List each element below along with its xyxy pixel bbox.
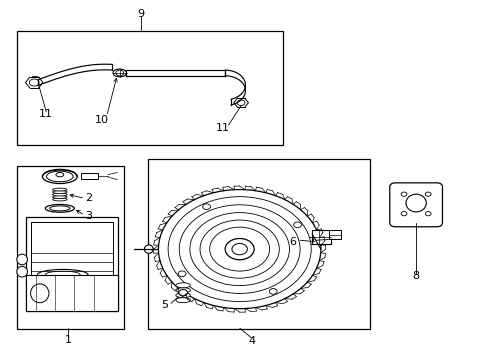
Circle shape [178, 271, 185, 276]
Text: 5: 5 [161, 300, 168, 310]
Text: 1: 1 [64, 335, 71, 345]
FancyBboxPatch shape [389, 183, 442, 227]
Text: 6: 6 [289, 237, 296, 247]
Circle shape [158, 190, 320, 309]
Text: 11: 11 [215, 122, 229, 132]
Ellipse shape [53, 193, 67, 196]
Circle shape [237, 100, 244, 105]
Circle shape [400, 192, 406, 196]
Circle shape [400, 212, 406, 216]
Bar [147, 159, 369, 329]
Text: 4: 4 [248, 336, 255, 346]
Ellipse shape [31, 284, 49, 303]
Ellipse shape [113, 69, 126, 77]
Text: 11: 11 [39, 109, 53, 120]
Ellipse shape [176, 283, 190, 288]
Ellipse shape [38, 269, 88, 280]
Text: 3: 3 [85, 211, 92, 221]
Circle shape [224, 238, 254, 260]
Text: 8: 8 [412, 271, 419, 282]
Ellipse shape [45, 204, 74, 212]
Ellipse shape [176, 293, 190, 298]
Ellipse shape [17, 254, 27, 265]
Ellipse shape [46, 171, 73, 182]
Ellipse shape [176, 288, 190, 293]
Circle shape [425, 192, 430, 196]
Ellipse shape [17, 266, 27, 277]
Text: 2: 2 [85, 193, 92, 203]
Bar [17, 31, 283, 145]
Ellipse shape [53, 198, 67, 201]
Text: 10: 10 [95, 116, 109, 125]
Bar [17, 166, 123, 329]
Circle shape [209, 227, 269, 271]
Bar [31, 222, 113, 278]
Bar [311, 230, 330, 244]
Bar [26, 275, 118, 311]
Ellipse shape [176, 298, 190, 303]
Bar [26, 217, 118, 311]
Circle shape [425, 212, 430, 216]
Ellipse shape [53, 191, 67, 193]
Circle shape [116, 70, 123, 76]
Ellipse shape [56, 172, 63, 177]
Circle shape [179, 289, 187, 296]
Circle shape [168, 197, 310, 302]
Circle shape [231, 243, 247, 255]
Circle shape [179, 205, 300, 293]
Ellipse shape [45, 271, 80, 278]
Circle shape [189, 213, 289, 285]
Bar [328, 230, 341, 239]
Ellipse shape [405, 194, 426, 212]
Circle shape [200, 220, 279, 278]
Ellipse shape [42, 169, 77, 184]
Ellipse shape [53, 188, 67, 191]
Ellipse shape [50, 206, 70, 211]
Bar [81, 172, 98, 179]
Circle shape [203, 204, 210, 210]
Text: 7: 7 [307, 237, 314, 247]
Circle shape [29, 79, 39, 86]
Text: 9: 9 [137, 9, 144, 19]
Ellipse shape [144, 245, 153, 253]
Circle shape [293, 222, 301, 228]
Ellipse shape [53, 195, 67, 198]
Circle shape [269, 289, 277, 294]
